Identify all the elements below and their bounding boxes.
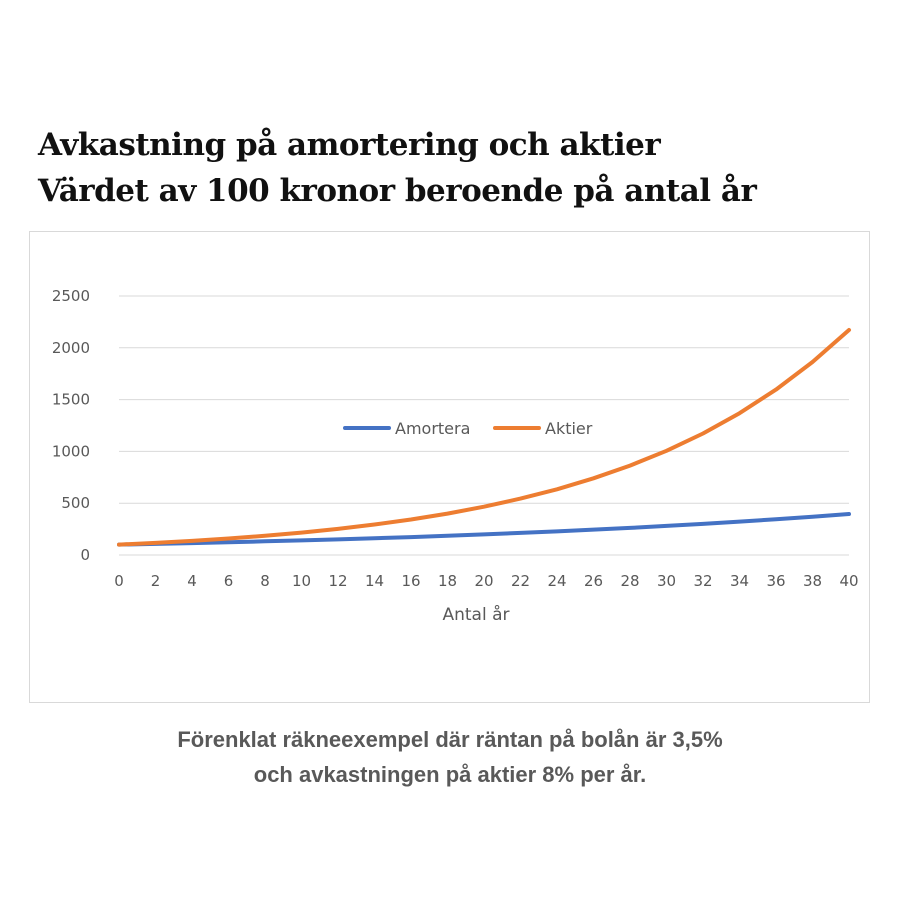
y-tick-label-500: 500: [61, 494, 90, 512]
x-tick-label-12: 12: [328, 572, 347, 590]
x-tick-label-14: 14: [365, 572, 384, 590]
chart-title: Avkastning på amortering och aktier Värd…: [38, 122, 757, 214]
legend-label-amortera: Amortera: [395, 419, 470, 438]
x-tick-label-28: 28: [620, 572, 639, 590]
x-tick-label-10: 10: [292, 572, 311, 590]
series-line-aktier: [117, 328, 851, 547]
x-tick-label-6: 6: [224, 572, 234, 590]
x-tick-label-36: 36: [766, 572, 785, 590]
x-tick-label-2: 2: [151, 572, 161, 590]
x-tick-label-20: 20: [474, 572, 493, 590]
series-line-amortera: [117, 512, 851, 547]
x-tick-label-18: 18: [438, 572, 457, 590]
y-tick-label-1000: 1000: [52, 442, 90, 460]
x-tick-label-22: 22: [511, 572, 530, 590]
x-tick-label-38: 38: [803, 572, 822, 590]
x-tick-label-8: 8: [260, 572, 270, 590]
x-tick-label-0: 0: [114, 572, 124, 590]
chart-caption: Förenklat räkneexempel där räntan på bol…: [0, 722, 900, 792]
chart-frame: 0 500 1000 1500 2000 2500 0 2 4 6 8 10 12 14 16 18 20 22 2…: [29, 231, 870, 703]
y-tick-label-2500: 2500: [52, 287, 90, 305]
chart-title-line2: Värdet av 100 kronor beroende på antal å…: [38, 173, 757, 209]
y-tick-label-0: 0: [80, 546, 90, 564]
x-tick-label-24: 24: [547, 572, 566, 590]
chart-title-line1: Avkastning på amortering och aktier: [38, 127, 661, 163]
x-tick-label-16: 16: [401, 572, 420, 590]
y-tick-label-1500: 1500: [52, 391, 90, 409]
caption-line2: och avkastningen på aktier 8% per år.: [253, 762, 647, 787]
x-tick-label-30: 30: [657, 572, 676, 590]
legend-label-aktier: Aktier: [545, 419, 593, 438]
x-tick-label-40: 40: [839, 572, 858, 590]
caption-line1: Förenklat räkneexempel där räntan på bol…: [177, 727, 723, 752]
x-tick-label-32: 32: [693, 572, 712, 590]
x-tick-label-26: 26: [584, 572, 603, 590]
y-tick-label-2000: 2000: [52, 339, 90, 357]
x-tick-label-4: 4: [187, 572, 197, 590]
x-tick-label-34: 34: [730, 572, 749, 590]
x-axis-title: Antal år: [442, 604, 509, 625]
